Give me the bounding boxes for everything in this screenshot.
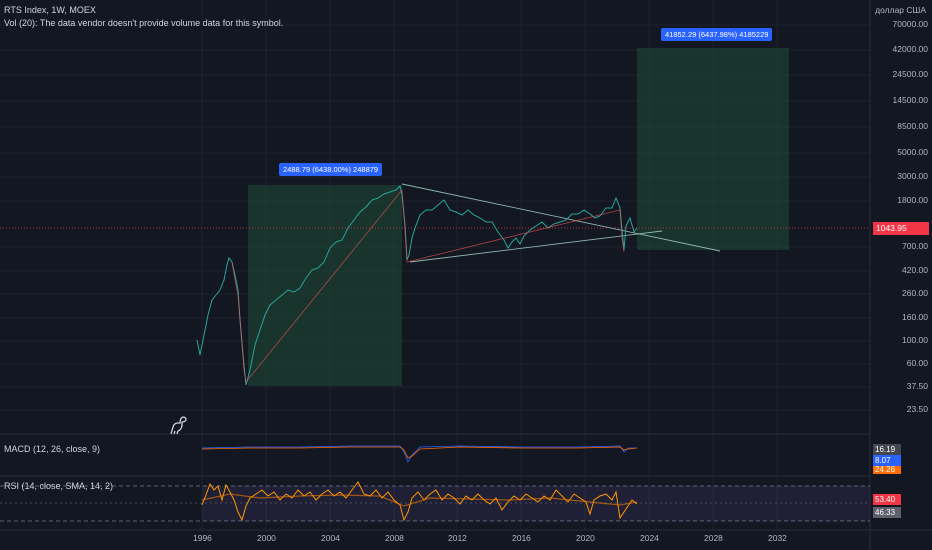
price-series [196,185,638,386]
time-tick-label: 2016 [512,533,531,543]
time-tick-label: 2028 [704,533,723,543]
rsi-value-2: 46.33 [873,507,901,518]
volume-note: Vol (20): The data vendor doesn't provid… [4,18,284,28]
price-tick-label: 260.00 [902,288,928,298]
time-tick-label: 2004 [321,533,340,543]
macd-signal [201,446,638,459]
rsi-sma [201,493,638,507]
price-tick-label: 100.00 [902,335,928,345]
measure-label-1: 2488.79 (6438.00%) 248879 [279,163,383,176]
measure-box-2[interactable] [637,48,789,250]
measure-label-2: 41852.29 (6437.98%) 4185229 [661,28,773,41]
price-tick-label: 60.00 [906,358,928,368]
price-tick-label: 420.00 [902,265,928,275]
rsi-band [202,486,870,521]
price-tick-label: 700.00 [902,241,928,251]
time-tick-label: 2008 [385,533,404,543]
macd-value-3: 24.26 [873,466,901,474]
price-tick-label: 42000.00 [892,44,928,54]
price-tick-label: 70000.00 [892,19,928,29]
macd-value-2: 8.07 [873,455,901,466]
currency-label[interactable]: доллар США [875,5,926,15]
time-tick-label: 2000 [257,533,276,543]
price-tick-label: 3000.00 [897,171,928,181]
price-tick-label: 8500.00 [897,121,928,131]
symbol-legend[interactable]: RTS Index, 1W, MOEX [4,5,96,15]
macd-line [201,445,637,463]
price-tick-label: 37.50 [906,381,928,391]
macd-value-1: 16.19 [873,444,901,455]
rsi-line [201,481,638,522]
last-price-label: 1043.95 [873,222,929,235]
time-tick-label: 1996 [193,533,212,543]
dino-icon[interactable] [168,414,188,436]
rsi-legend[interactable]: RSI (14, close, SMA, 14, 2) [4,481,114,491]
price-tick-label: 1800.00 [897,195,928,205]
time-tick-label: 2032 [768,533,787,543]
time-tick-label: 2012 [448,533,467,543]
price-tick-label: 24500.00 [892,69,928,79]
time-tick-label: 2024 [640,533,659,543]
price-tick-label: 14500.00 [892,95,928,105]
price-tick-label: 160.00 [902,312,928,322]
price-tick-label: 23.50 [906,404,928,414]
price-tick-label: 5000.00 [897,147,928,157]
time-tick-label: 2020 [576,533,595,543]
price-series-down [231,188,625,383]
rsi-value-1: 53.40 [873,494,901,505]
trendlines[interactable] [401,183,721,263]
measure-box-1[interactable] [248,185,402,386]
macd-legend[interactable]: MACD (12, 26, close, 9) [4,444,101,454]
